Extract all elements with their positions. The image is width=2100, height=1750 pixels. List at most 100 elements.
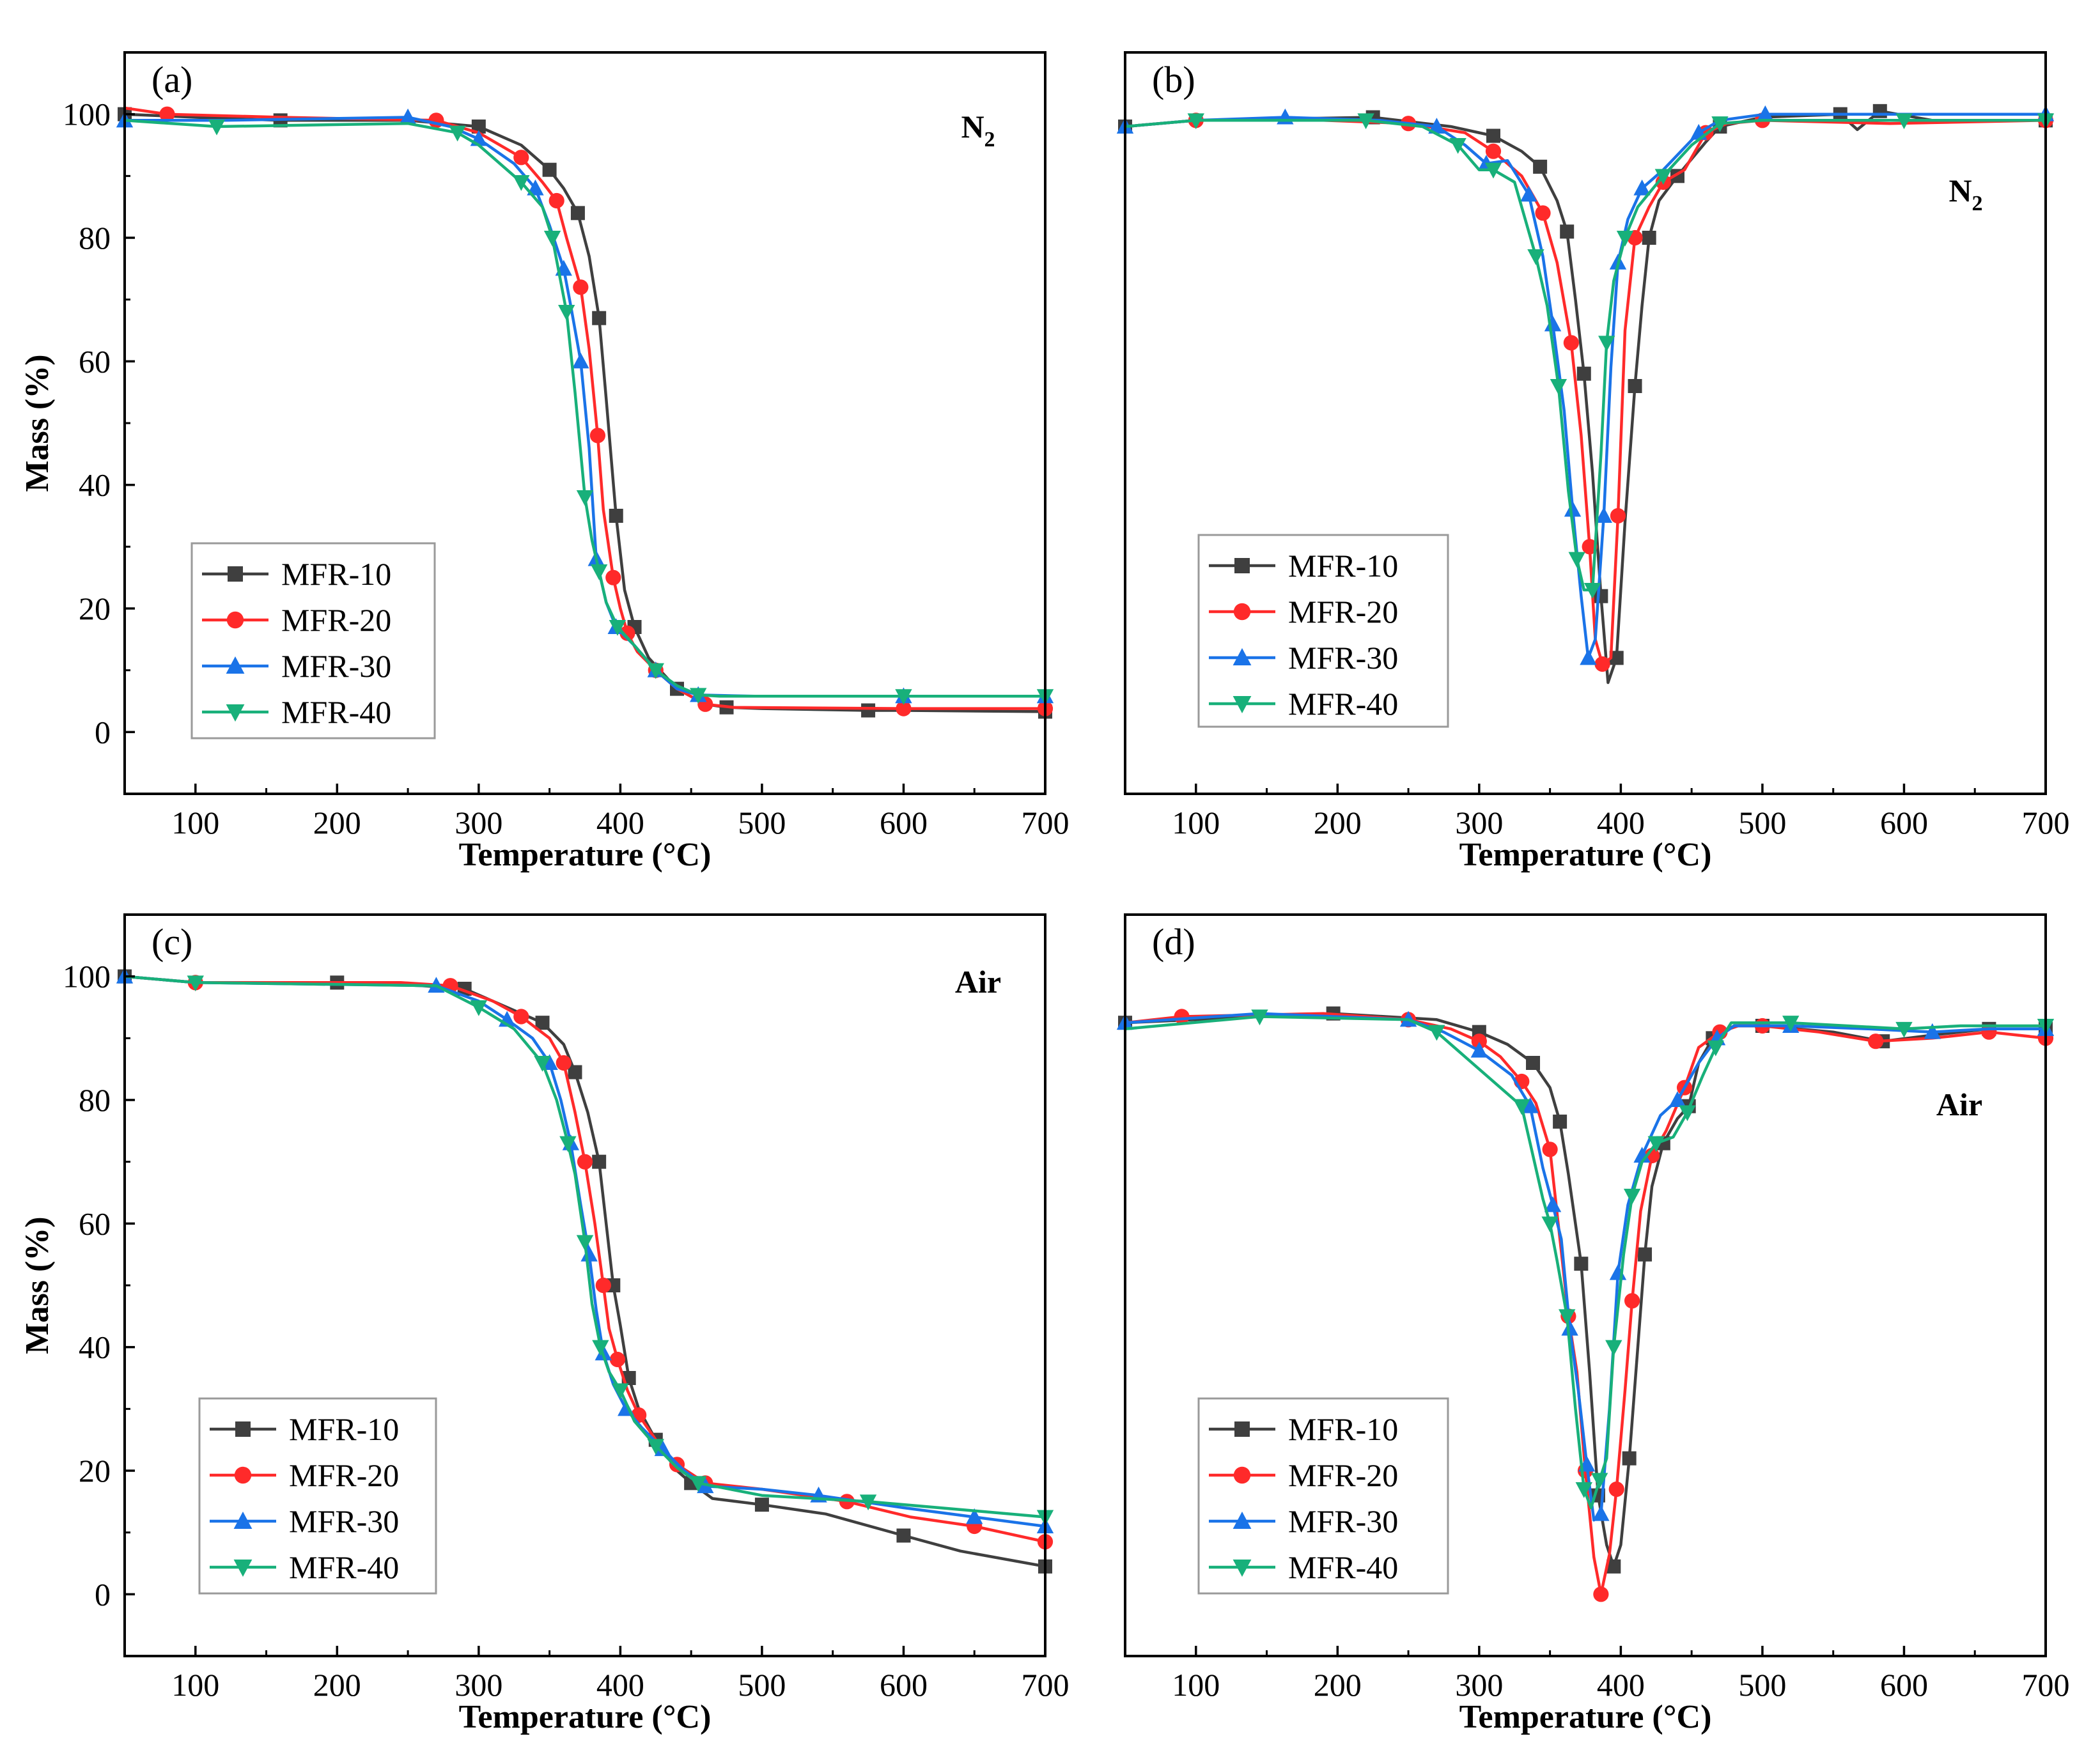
- data-point-mfr-40: [1711, 116, 1729, 132]
- data-point-mfr-40: [1583, 583, 1601, 599]
- data-point-mfr-40: [1568, 552, 1585, 568]
- legend-marker-mfr-40: [233, 1560, 253, 1577]
- panel-label: (d): [1152, 921, 1195, 963]
- data-point-mfr-20: [595, 1277, 611, 1294]
- data-point-mfr-30: [1924, 1023, 1941, 1039]
- data-point-mfr-40: [1575, 1482, 1592, 1498]
- legend: MFR-10 MFR-20 MFR-30 MFR-40: [191, 542, 436, 739]
- data-point-mfr-40: [1428, 1025, 1445, 1041]
- data-point-mfr-30: [1609, 1264, 1627, 1280]
- legend-marker-mfr-40: [226, 704, 245, 722]
- data-point-mfr-10: [861, 703, 876, 718]
- legend-label: MFR-20: [289, 1457, 399, 1493]
- legend-label: MFR-30: [281, 648, 391, 684]
- data-point-mfr-40: [1484, 162, 1502, 179]
- data-point-mfr-10: [609, 509, 623, 523]
- legend-marker-mfr-30: [233, 1512, 253, 1529]
- data-point-mfr-30: [1520, 185, 1537, 202]
- atmosphere-subscript: 2: [984, 128, 995, 151]
- data-point-mfr-40: [1541, 1216, 1559, 1233]
- atmosphere-subscript: 2: [1972, 192, 1983, 215]
- y-tick-label: 100: [63, 959, 111, 995]
- data-point-mfr-20: [619, 625, 635, 641]
- x-tick-label: 500: [1738, 1667, 1786, 1703]
- legend: MFR-10 MFR-20 MFR-30 MFR-40: [198, 1397, 437, 1595]
- atmosphere-label: N2: [1948, 173, 1982, 215]
- x-tick-label: 300: [1455, 1667, 1503, 1703]
- data-point-mfr-30: [399, 108, 417, 125]
- legend-marker-mfr-20: [234, 1466, 252, 1484]
- data-point-mfr-40: [590, 564, 608, 580]
- x-axis-title: Temperature (°C): [1459, 837, 1712, 873]
- data-point-mfr-40: [559, 1136, 577, 1152]
- data-point-mfr-40: [612, 1383, 629, 1400]
- data-point-mfr-40: [690, 688, 707, 704]
- data-point-mfr-40: [208, 120, 226, 136]
- y-axis-title: Mass (%): [19, 354, 56, 492]
- data-point-mfr-20: [1594, 656, 1610, 672]
- plot-frame: [1124, 913, 2047, 1657]
- data-point-mfr-30: [580, 1245, 598, 1262]
- x-tick-label: 600: [880, 805, 928, 840]
- x-tick-label: 700: [2022, 805, 2070, 840]
- data-point-mfr-40: [592, 1340, 609, 1356]
- data-point-mfr-40: [576, 490, 594, 506]
- data-point-mfr-40: [609, 620, 626, 636]
- x-tick-label: 300: [1455, 805, 1503, 840]
- data-point-mfr-10: [1642, 231, 1656, 245]
- data-point-mfr-40: [1782, 1016, 1800, 1032]
- x-tick-label: 100: [171, 805, 219, 840]
- data-point-mfr-40: [449, 125, 466, 142]
- y-tick-label: 20: [79, 1453, 111, 1489]
- x-tick-label: 400: [596, 805, 644, 840]
- data-point-mfr-30: [1561, 1319, 1578, 1336]
- legend-label: MFR-10: [281, 556, 391, 592]
- data-point-mfr-10: [542, 162, 557, 177]
- x-tick-label: 700: [1022, 1667, 1069, 1703]
- data-point-mfr-10: [1574, 1257, 1589, 1271]
- data-point-mfr-20: [1582, 539, 1598, 555]
- legend-marker-mfr-20: [1233, 603, 1251, 621]
- data-point-mfr-10: [1622, 1451, 1637, 1466]
- data-point-mfr-40: [1598, 336, 1615, 352]
- y-tick-label: 60: [79, 343, 111, 379]
- data-point-mfr-40: [558, 305, 575, 321]
- data-point-mfr-40: [647, 1439, 664, 1455]
- data-point-mfr-40: [543, 231, 561, 247]
- data-point-mfr-10: [1628, 379, 1642, 393]
- data-point-mfr-30: [1580, 649, 1597, 665]
- x-tick-label: 700: [1022, 805, 1069, 840]
- data-point-mfr-40: [513, 175, 530, 191]
- data-point-mfr-10: [1872, 104, 1887, 118]
- legend-label: MFR-20: [1288, 1457, 1398, 1493]
- legend-label: MFR-40: [289, 1549, 399, 1585]
- legend-label: MFR-40: [281, 694, 391, 730]
- data-point-mfr-40: [470, 1000, 488, 1016]
- data-point-mfr-30: [1564, 500, 1582, 517]
- data-point-mfr-10: [592, 1154, 607, 1169]
- data-point-mfr-20: [1593, 1586, 1609, 1602]
- x-tick-label: 300: [455, 805, 502, 840]
- y-tick-label: 0: [95, 1576, 111, 1612]
- x-axis-title: Temperature (°C): [1459, 1699, 1712, 1735]
- data-point-mfr-30: [1521, 1097, 1539, 1113]
- x-tick-label: 300: [455, 1667, 502, 1703]
- panel-label: (a): [152, 59, 192, 100]
- data-point-mfr-40: [1895, 1021, 1913, 1038]
- legend-label: MFR-30: [289, 1503, 399, 1539]
- data-point-mfr-10: [1526, 1056, 1541, 1070]
- data-point-mfr-30: [572, 352, 589, 369]
- legend: MFR-10 MFR-20 MFR-30 MFR-40: [1197, 534, 1449, 728]
- data-point-mfr-30: [1544, 315, 1562, 332]
- data-point-mfr-20: [556, 1055, 572, 1071]
- data-point-mfr-20: [1471, 1034, 1487, 1049]
- panel-c: 100 200 300 400 500 600 700 0 20 40 60 80 100 Tempera…: [19, 913, 1069, 1735]
- data-point-mfr-40: [895, 689, 912, 706]
- data-point-mfr-40: [690, 1476, 707, 1492]
- data-point-mfr-30: [1633, 179, 1651, 196]
- legend-marker-mfr-10: [228, 566, 243, 582]
- legend-marker-mfr-10: [1234, 558, 1250, 573]
- x-tick-label: 500: [738, 805, 786, 840]
- data-point-mfr-10: [535, 1016, 550, 1030]
- data-point-mfr-10: [1553, 1114, 1567, 1129]
